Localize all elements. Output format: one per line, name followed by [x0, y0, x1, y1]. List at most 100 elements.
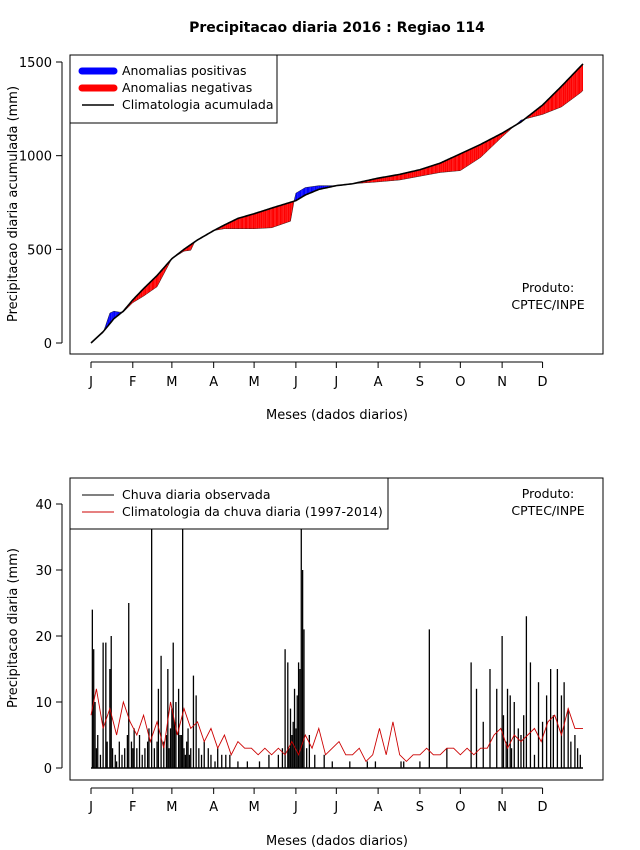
negative-anomaly [287, 202, 290, 223]
negative-anomaly [547, 98, 550, 113]
negative-anomaly [498, 134, 500, 141]
negative-anomaly [566, 79, 569, 103]
negative-anomaly [471, 148, 473, 164]
negative-anomaly [460, 153, 462, 171]
negative-anomaly [233, 219, 236, 229]
positive-anomaly [109, 312, 112, 324]
negative-anomaly [407, 172, 410, 179]
negative-anomaly [409, 171, 411, 179]
negative-anomaly [543, 102, 546, 114]
negative-anomaly [153, 278, 155, 290]
x-axis-label-top: Meses (dados diarios) [266, 408, 408, 423]
negative-anomaly [291, 201, 294, 214]
negative-anomaly [270, 208, 272, 228]
positive-anomaly [308, 186, 310, 194]
negative-anomaly [241, 216, 244, 229]
negative-anomaly [240, 217, 242, 229]
negative-anomaly [154, 276, 156, 289]
x-tick-label-top: N [497, 375, 507, 390]
negative-anomaly [258, 212, 260, 229]
negative-anomaly [403, 173, 406, 180]
negative-anomaly [484, 141, 486, 154]
negative-anomaly [259, 211, 261, 229]
negative-anomaly [282, 204, 284, 225]
negative-anomaly [487, 140, 489, 152]
negative-anomaly [275, 206, 278, 227]
negative-anomaly [251, 214, 253, 229]
negative-anomaly [578, 66, 581, 94]
negative-anomaly [391, 175, 393, 181]
y-tick-label-bottom: 0 [44, 762, 52, 777]
negative-anomaly [463, 151, 465, 169]
x-tick-label-bottom: A [209, 800, 218, 815]
negative-anomaly [556, 90, 558, 110]
negative-anomaly [395, 174, 397, 181]
negative-anomaly [256, 212, 259, 229]
negative-anomaly [413, 170, 415, 178]
positive-anomaly [305, 187, 307, 196]
negative-anomaly [438, 163, 441, 173]
legend-label-negative: Anomalias negativas [122, 80, 252, 95]
positive-anomaly [306, 187, 309, 195]
negative-anomaly [430, 165, 433, 175]
daily-climatology-line [90, 688, 583, 763]
negative-anomaly [576, 69, 578, 96]
negative-anomaly [494, 136, 496, 145]
negative-anomaly [577, 68, 579, 95]
negative-anomaly [248, 214, 251, 229]
negative-anomaly [581, 63, 583, 92]
negative-anomaly [572, 73, 574, 99]
x-tick-label-bottom: J [88, 800, 93, 815]
x-tick-label-top: J [333, 375, 338, 390]
y-axis-label-bottom: Precipitacao diaria (mm) [6, 548, 21, 708]
positive-anomaly [303, 187, 306, 196]
positive-anomaly [312, 186, 314, 193]
x-tick-label-bottom: M [248, 800, 259, 815]
negative-anomaly [227, 223, 229, 229]
negative-anomaly [495, 136, 497, 144]
x-tick-label-top: O [455, 375, 465, 390]
negative-anomaly [232, 220, 234, 229]
positive-anomaly [295, 192, 298, 201]
negative-anomaly [442, 161, 445, 173]
negative-anomaly [467, 150, 469, 167]
negative-anomaly [147, 283, 149, 294]
positive-anomaly [299, 189, 302, 199]
positive-anomaly [302, 188, 304, 197]
observed-cumulative-outline [90, 89, 584, 344]
negative-anomaly [546, 99, 548, 113]
negative-anomaly [264, 209, 267, 229]
negative-anomaly [477, 145, 480, 160]
legend-label-daily-clim: Climatologia da chuva diaria (1997-2014) [122, 504, 383, 519]
negative-anomaly [433, 164, 435, 174]
negative-anomaly [231, 221, 233, 229]
positive-anomaly [111, 311, 113, 322]
legend-bottom: Chuva diaria observada Climatologia da c… [69, 477, 389, 530]
negative-anomaly [452, 156, 454, 172]
x-tick-label-bottom: N [497, 800, 507, 815]
negative-anomaly [448, 158, 450, 172]
negative-anomaly [561, 84, 563, 107]
negative-anomaly [440, 162, 442, 173]
negative-anomaly [392, 175, 395, 181]
negative-anomaly [465, 150, 468, 168]
negative-anomaly [417, 170, 419, 177]
negative-anomaly [398, 174, 400, 181]
negative-anomaly [380, 177, 383, 182]
chart-title: Precipitacao diaria 2016 : Regiao 114 [189, 20, 485, 36]
x-tick-label-bottom: M [166, 800, 177, 815]
negative-anomaly [444, 160, 446, 173]
negative-anomaly [260, 211, 263, 229]
negative-anomaly [427, 166, 430, 175]
negative-anomaly [159, 270, 162, 282]
negative-anomaly [469, 148, 472, 165]
negative-anomaly [237, 218, 240, 229]
x-tick-label-top: D [538, 375, 548, 390]
y-tick-label-bottom: 20 [35, 630, 52, 645]
negative-anomaly [488, 139, 490, 150]
negative-anomaly [148, 282, 151, 293]
negative-anomaly [277, 206, 279, 226]
negative-anomaly [568, 77, 570, 102]
negative-anomaly [279, 205, 282, 225]
negative-anomaly [252, 213, 255, 229]
